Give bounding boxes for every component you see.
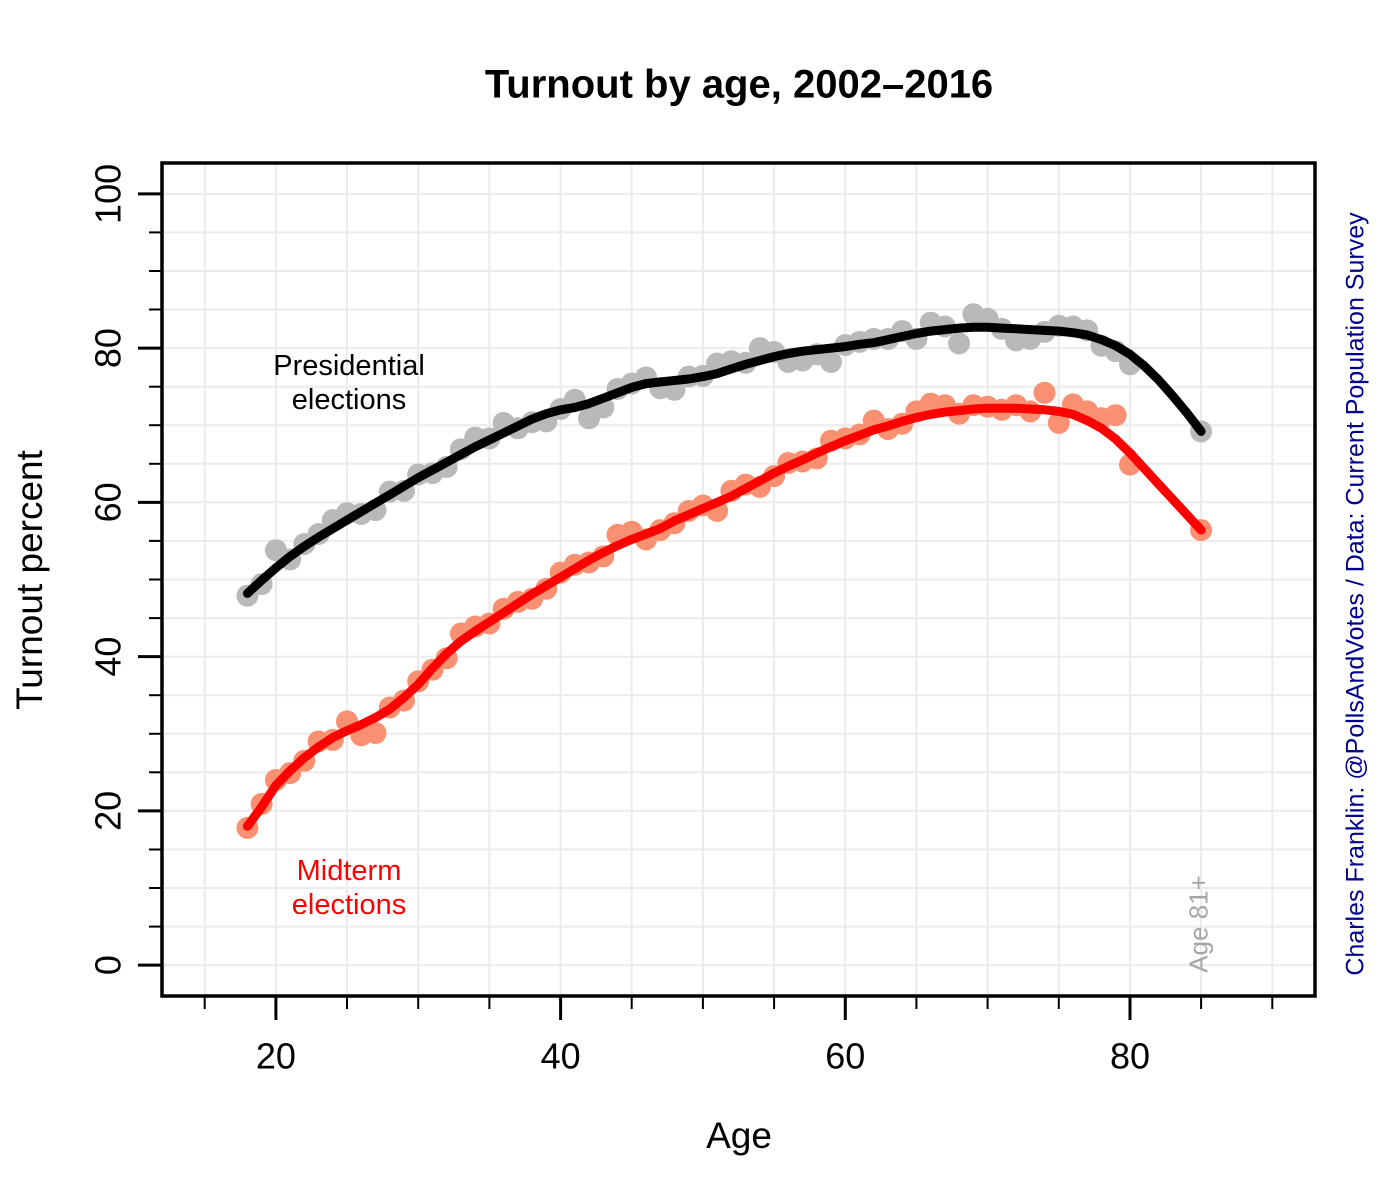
presidential-annotation-line1: Presidential xyxy=(273,350,425,382)
midterm-annotation-line2: elections xyxy=(291,889,407,921)
x-tick-label: 80 xyxy=(1110,1036,1150,1077)
source-caption: Charles Franklin: @PollsAndVotes / Data:… xyxy=(1341,212,1370,976)
x-tick-label: 40 xyxy=(541,1036,581,1077)
presidential-trend-line xyxy=(242,322,1206,598)
y-tick-label: 0 xyxy=(88,955,129,975)
y-axis-title: Turnout percent xyxy=(9,450,50,710)
midterm-point xyxy=(364,722,387,744)
presidential-annotation-line2: elections xyxy=(291,384,407,416)
chart-title: Turnout by age, 2002–2016 xyxy=(484,62,994,107)
presidential-elections-annotation: Presidential elections xyxy=(273,349,425,417)
y-tick-label: 60 xyxy=(88,482,129,522)
y-tick-label: 20 xyxy=(88,791,129,831)
midterm-point xyxy=(1047,411,1070,434)
y-tick-label: 40 xyxy=(88,637,129,677)
y-tick-label: 100 xyxy=(88,164,129,224)
presidential-point xyxy=(948,332,971,355)
presidential-point xyxy=(820,351,842,373)
x-tick-label: 20 xyxy=(256,1036,296,1077)
midterm-trend-line xyxy=(242,403,1206,831)
midterm-point xyxy=(1033,381,1056,404)
x-tick-label: 60 xyxy=(825,1036,865,1077)
midterm-elections-annotation: Midterm elections xyxy=(292,854,406,922)
age-81-plus-label: Age 81+ xyxy=(1183,875,1214,973)
midterm-point xyxy=(1104,404,1127,427)
x-axis-title: Age xyxy=(706,1115,772,1156)
midterm-annotation-line1: Midterm xyxy=(296,855,402,887)
y-tick-label: 80 xyxy=(88,328,129,368)
